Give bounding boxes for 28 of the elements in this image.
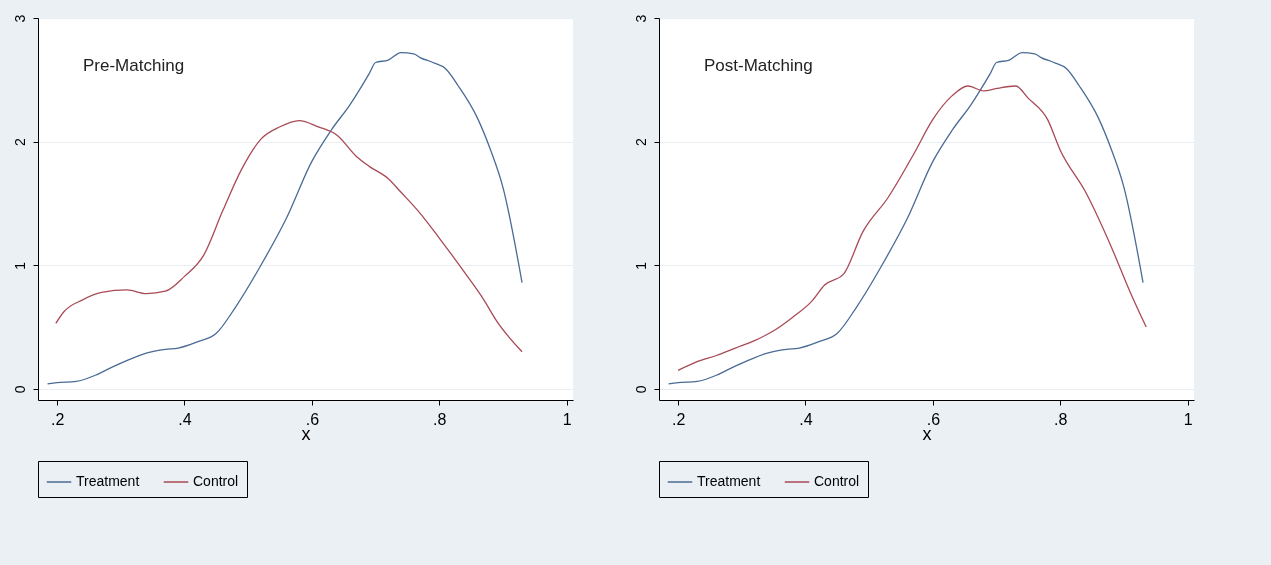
x-tick-label: 1 <box>1183 410 1193 428</box>
x-tick-label: .2 <box>50 410 65 428</box>
annotation: Pre-Matching <box>83 56 185 75</box>
legend-label: Control <box>814 473 860 489</box>
x-tick-label: .4 <box>178 410 192 428</box>
y-tick-label: 2 <box>632 138 649 147</box>
x-tick-label: 1 <box>562 410 572 428</box>
annotation: Post-Matching <box>704 56 813 75</box>
line-series <box>677 85 1147 371</box>
x-tick-label: .8 <box>433 410 447 428</box>
y-tick-label: 1 <box>632 261 649 270</box>
legend-label: Control <box>193 473 239 489</box>
y-tick-label: 1 <box>11 261 28 270</box>
legend-label: Treatment <box>697 473 761 489</box>
y-tick-label: 3 <box>11 14 28 23</box>
y-tick-label: 0 <box>632 385 649 394</box>
x-tick-label: .6 <box>926 410 941 428</box>
line-series <box>55 119 523 353</box>
line-series <box>46 51 523 385</box>
legend-label: Treatment <box>76 473 140 489</box>
y-tick-label: 0 <box>11 385 28 394</box>
x-tick-label: .2 <box>671 410 686 428</box>
x-tick-label: .4 <box>799 410 813 428</box>
line-series <box>667 51 1144 385</box>
y-tick-label: 2 <box>11 138 28 147</box>
x-tick-label: .6 <box>305 410 320 428</box>
y-tick-label: 3 <box>632 14 649 23</box>
x-tick-label: .8 <box>1054 410 1068 428</box>
